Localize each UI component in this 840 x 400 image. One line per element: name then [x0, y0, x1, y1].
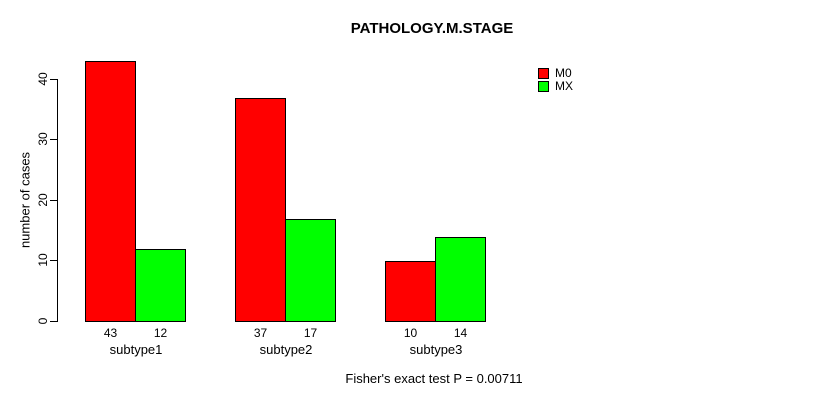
bar-subtype1-m0: [85, 61, 136, 322]
legend-item-m0: M0: [538, 67, 573, 79]
bar-value-label: 12: [153, 326, 168, 340]
y-tick-label: 10: [36, 253, 50, 267]
y-tick: [50, 260, 57, 261]
legend-swatch-m0: [538, 67, 549, 79]
bar-value-label: 17: [303, 326, 318, 340]
y-tick-label: 30: [36, 132, 50, 146]
annotation-text: Fisher's exact test P = 0.00711: [345, 371, 523, 386]
legend-swatch-mx: [538, 80, 549, 92]
y-tick: [50, 321, 57, 322]
bar-subtype3-mx: [435, 237, 486, 322]
bar-value-label: 10: [403, 326, 418, 340]
bar-value-label: 14: [453, 326, 468, 340]
x-category-label: subtype2: [259, 342, 313, 357]
y-tick: [50, 139, 57, 140]
bar-subtype1-mx: [135, 249, 186, 322]
bar-subtype2-mx: [285, 219, 336, 322]
bar-value-label: 43: [103, 326, 118, 340]
y-tick-label: 40: [36, 72, 50, 86]
x-category-label: subtype1: [109, 342, 163, 357]
y-tick: [50, 79, 57, 80]
chart-title: PATHOLOGY.M.STAGE: [350, 20, 514, 37]
bar-subtype2-m0: [235, 98, 286, 322]
y-tick: [50, 200, 57, 201]
bar-value-label: 37: [253, 326, 268, 340]
legend: M0 MX: [538, 67, 573, 93]
legend-item-mx: MX: [538, 80, 573, 92]
legend-label: M0: [555, 66, 572, 80]
legend-label: MX: [555, 79, 573, 93]
bar-subtype3-m0: [385, 261, 436, 322]
y-tick-label: 20: [36, 193, 50, 207]
y-axis-line: [57, 79, 58, 322]
y-tick-label: 0: [36, 317, 50, 325]
x-category-label: subtype3: [409, 342, 463, 357]
